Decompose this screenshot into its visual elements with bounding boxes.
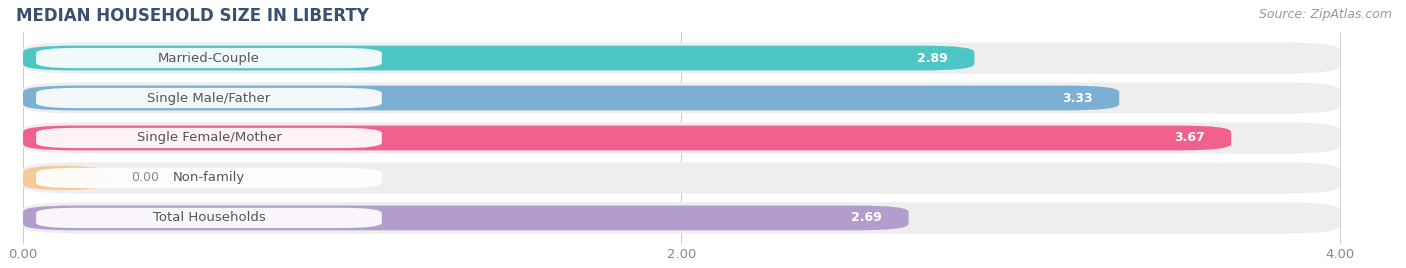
Text: 0.00: 0.00	[132, 172, 160, 184]
FancyBboxPatch shape	[22, 46, 974, 70]
FancyBboxPatch shape	[37, 208, 382, 228]
Text: Married-Couple: Married-Couple	[157, 51, 260, 65]
Text: Single Female/Mother: Single Female/Mother	[136, 132, 281, 144]
Text: 3.33: 3.33	[1063, 91, 1092, 105]
FancyBboxPatch shape	[22, 122, 1340, 154]
FancyBboxPatch shape	[22, 202, 1340, 233]
FancyBboxPatch shape	[22, 166, 105, 190]
Text: Source: ZipAtlas.com: Source: ZipAtlas.com	[1258, 8, 1392, 21]
FancyBboxPatch shape	[37, 48, 382, 68]
FancyBboxPatch shape	[22, 206, 908, 230]
FancyBboxPatch shape	[22, 162, 1340, 193]
Text: 2.89: 2.89	[917, 51, 948, 65]
Text: Total Households: Total Households	[153, 211, 266, 224]
FancyBboxPatch shape	[37, 128, 382, 148]
Text: Single Male/Father: Single Male/Father	[148, 91, 270, 105]
FancyBboxPatch shape	[37, 168, 382, 188]
Text: 2.69: 2.69	[852, 211, 882, 224]
Text: MEDIAN HOUSEHOLD SIZE IN LIBERTY: MEDIAN HOUSEHOLD SIZE IN LIBERTY	[17, 7, 370, 25]
FancyBboxPatch shape	[22, 83, 1340, 114]
FancyBboxPatch shape	[22, 85, 1119, 110]
FancyBboxPatch shape	[37, 88, 382, 108]
FancyBboxPatch shape	[22, 42, 1340, 74]
FancyBboxPatch shape	[22, 126, 1232, 150]
Text: Non-family: Non-family	[173, 172, 245, 184]
Text: 3.67: 3.67	[1174, 132, 1205, 144]
